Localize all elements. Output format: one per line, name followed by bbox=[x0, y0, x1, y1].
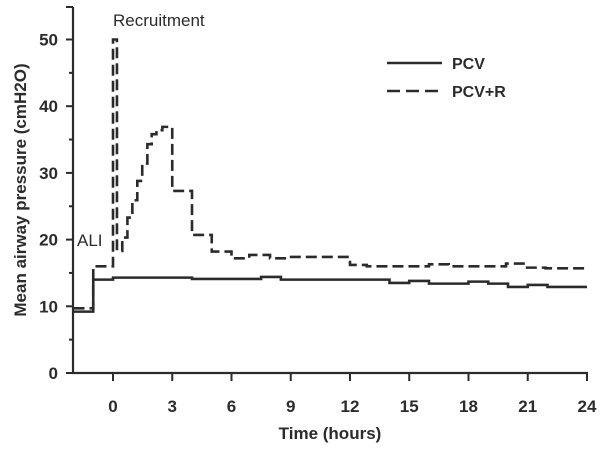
x-tick-label: 24 bbox=[578, 397, 597, 416]
series-layer bbox=[73, 38, 587, 313]
x-ticks: 0 3 6 9 12 15 18 21 24 bbox=[108, 373, 597, 416]
x-tick-label: 18 bbox=[459, 397, 478, 416]
x-axis-title: Time (hours) bbox=[279, 424, 382, 443]
y-axis-title: Mean airway pressure (cmH2O) bbox=[11, 63, 30, 316]
x-tick-label: 21 bbox=[518, 397, 537, 416]
x-tick-label: 12 bbox=[341, 397, 360, 416]
y-tick-label: 30 bbox=[39, 164, 58, 183]
x-tick-label: 3 bbox=[168, 397, 177, 416]
legend-label-pcv-r: PCV+R bbox=[452, 84, 506, 101]
y-ticks: 0 10 20 30 40 50 bbox=[39, 6, 73, 383]
y-tick-label: 50 bbox=[39, 31, 58, 50]
legend-label-pcv: PCV bbox=[452, 56, 485, 73]
y-tick-label: 0 bbox=[49, 364, 58, 383]
series-pcv bbox=[73, 275, 587, 313]
x-tick-label: 9 bbox=[286, 397, 295, 416]
x-axis: 0 3 6 9 12 15 18 21 24 bbox=[72, 371, 597, 416]
annotation-ali: ALI bbox=[77, 231, 103, 250]
x-tick-label: 0 bbox=[108, 397, 117, 416]
y-tick-label: 10 bbox=[39, 297, 58, 316]
y-axis: 0 10 20 30 40 50 bbox=[39, 6, 75, 383]
x-tick-label: 6 bbox=[227, 397, 236, 416]
x-tick-label: 15 bbox=[400, 397, 419, 416]
y-tick-label: 40 bbox=[39, 97, 58, 116]
legend: PCV PCV+R bbox=[387, 56, 506, 101]
annotation-recruitment: Recruitment bbox=[113, 11, 205, 30]
series-pcv-r bbox=[73, 38, 587, 310]
y-tick-label: 20 bbox=[39, 231, 58, 250]
